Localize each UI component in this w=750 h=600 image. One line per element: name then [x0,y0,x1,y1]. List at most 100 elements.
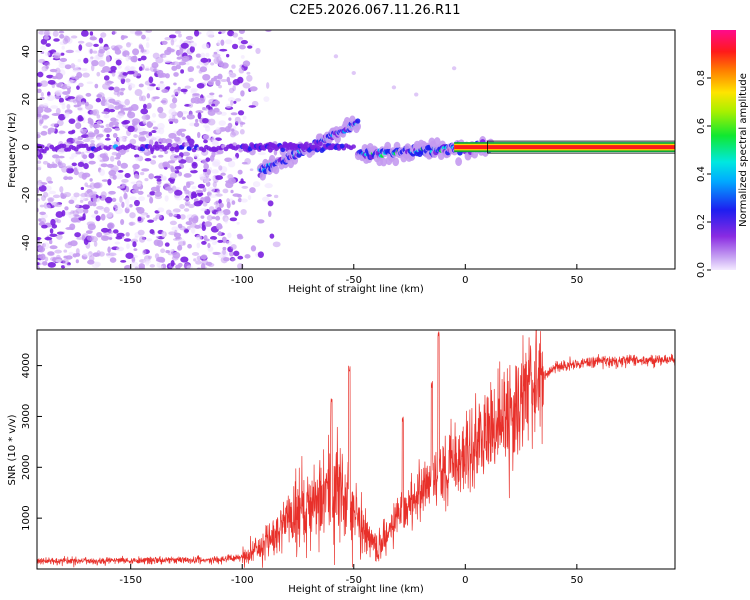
noise-blob [238,30,245,35]
noise-blob [112,174,117,180]
noise-blob [248,105,256,108]
noise-blob [227,122,233,129]
chirp-halo [354,122,361,131]
noise-blob [65,112,70,116]
noise-blob [78,44,83,51]
steady-tone-border [487,140,675,154]
noise-blob [105,196,113,204]
noise-blob [153,136,162,143]
snr-x-tick-label: -50 [346,575,362,586]
noise-blob [137,216,142,222]
noise-blob [165,249,170,254]
noise-blob [37,150,40,156]
noise-blob [111,197,117,202]
noise-blob [73,192,80,198]
noise-blob [200,254,208,260]
noise-blob [230,243,237,250]
noise-blob [195,189,204,194]
noise-blob [56,83,62,88]
noise-blob [125,252,134,259]
noise-blob [231,64,236,69]
noise-blob [77,116,84,122]
merge-halo [455,157,463,166]
noise-blob [47,127,56,133]
noise-blob [103,206,110,214]
snr-x-tick-label: 0 [462,575,468,586]
noise-blob [227,232,232,239]
chirp-halo [272,165,280,175]
noise-blob [114,58,123,61]
noise-blob [168,212,173,217]
noise-blob [177,155,182,161]
noise-blob [124,98,130,106]
stray-blob [333,54,339,59]
noise-blob [70,210,75,214]
noise-blob [78,82,84,88]
noise-blob [138,95,143,102]
noise-blob [184,55,193,62]
noise-blob [213,201,218,206]
noise-blob [267,200,274,207]
noise-blob [60,195,67,199]
noise-blob [183,197,190,201]
noise-blob [53,95,61,100]
noise-blob [41,261,48,266]
noise-blob [127,111,136,119]
noise-blob [39,217,47,225]
noise-blob [207,109,216,116]
noise-blob [133,199,140,207]
noise-blob [184,229,190,233]
noise-blob [81,151,85,159]
noise-blob [44,30,50,37]
noise-blob [272,241,281,248]
noise-blob [120,87,126,91]
noise-blob [168,108,176,116]
noise-blob [218,94,223,98]
noise-blob [175,236,181,240]
noise-blob [94,261,101,267]
noise-blob [66,83,71,89]
noise-blob [95,98,102,103]
noise-blob [171,94,176,98]
noise-blob [142,249,147,256]
noise-blob [174,30,182,34]
noise-blob [205,52,210,58]
noise-blob [227,160,236,168]
noise-blob [40,38,48,45]
noise-blob [85,230,93,235]
noise-blob [175,264,181,269]
noise-blob [212,159,221,166]
noise-blob [242,115,247,120]
noise-blob [52,30,59,37]
noise-blob [168,132,177,139]
noise-blob [207,80,214,86]
noise-blob [237,197,242,203]
noise-blob [193,122,200,127]
noise-blob [67,79,74,84]
noise-blob [114,241,121,245]
noise-blob [163,182,172,189]
noise-blob [237,255,244,260]
noise-blob [206,94,215,99]
noise-blob [127,125,135,133]
noise-blob [232,193,241,197]
noise-blob [227,81,232,86]
noise-blob [178,61,187,66]
snr-panel: -150 -100 -50 0 50 1000 2000 3000 4000 Height o… [7,329,676,595]
noise-blob [139,171,145,176]
noise-blob [131,189,139,194]
noise-blob [215,210,225,216]
noise-blob [203,238,210,242]
noise-blob [180,256,189,263]
noise-blob [90,35,96,40]
merge-halo [433,137,441,146]
noise-blob [125,78,131,83]
noise-blob [87,200,94,207]
noise-blob [37,88,42,94]
noise-blob [156,262,161,268]
noise-blob [191,191,197,198]
noise-blob [230,99,234,106]
noise-blob [230,258,237,262]
noise-blob [83,163,89,170]
